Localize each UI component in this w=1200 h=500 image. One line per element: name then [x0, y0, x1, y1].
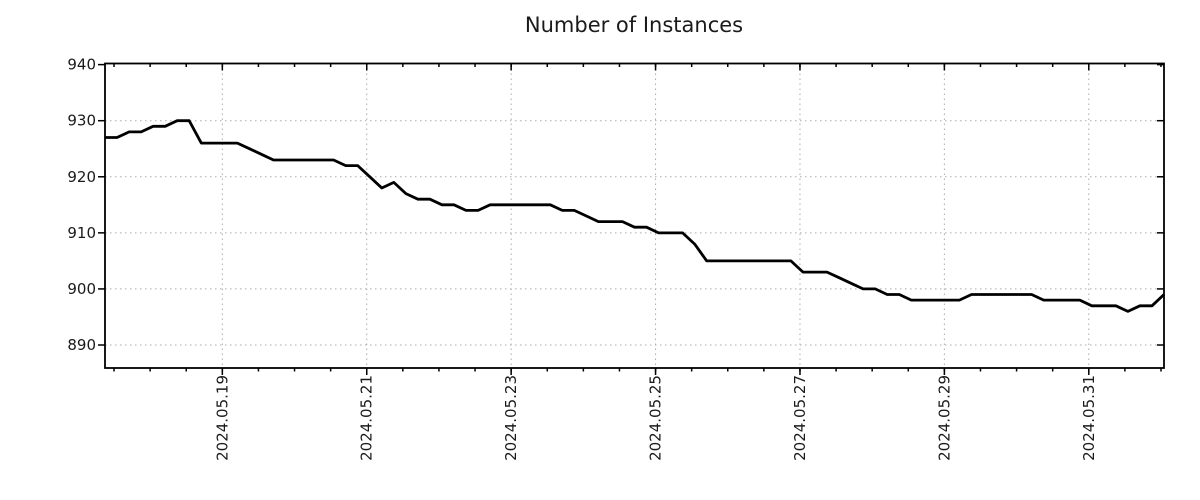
plot-frame — [104, 62, 1165, 369]
x-tick-label: 2024.05.19 — [213, 375, 231, 461]
axis-tick-labels: 940 930 920 910 900 890 2024.05.19 2024.05.21 20… — [67, 56, 1097, 461]
x-tick-label: 2024.05.25 — [647, 375, 665, 461]
x-tick-label: 2024.05.27 — [791, 375, 809, 461]
instances-line-series — [105, 119, 1165, 313]
y-tick-label: 890 — [67, 336, 96, 354]
x-tick-label: 2024.05.21 — [358, 375, 376, 461]
x-tick-label: 2024.05.23 — [502, 375, 520, 461]
x-tick-label: 2024.05.29 — [935, 375, 953, 461]
x-tick-label: 2024.05.31 — [1080, 375, 1098, 461]
y-tick-label: 940 — [67, 56, 96, 74]
series-polyline — [105, 119, 1165, 313]
frame-rect — [104, 62, 1165, 369]
chart-title: Number of Instances — [525, 13, 743, 37]
y-tick-label: 920 — [67, 168, 96, 186]
y-tick-label: 900 — [67, 280, 96, 298]
grid-lines — [105, 63, 1164, 368]
axis-ticks — [98, 63, 1164, 375]
y-tick-label: 930 — [67, 112, 96, 130]
y-tick-label: 910 — [67, 224, 96, 242]
